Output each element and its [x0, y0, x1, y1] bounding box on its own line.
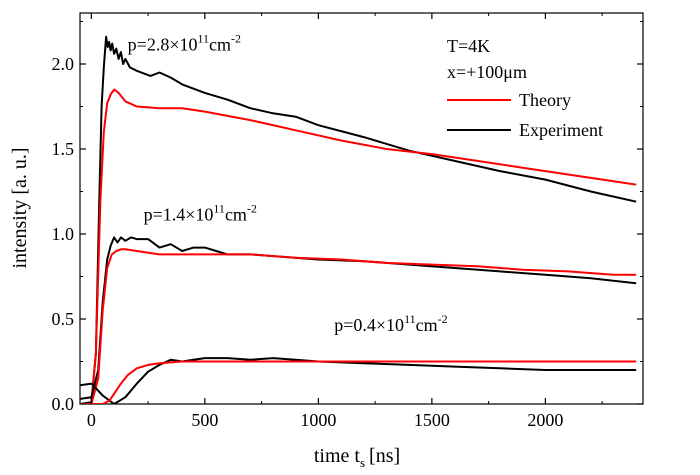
density-annotation: p=1.4×1011cm-2	[144, 201, 257, 224]
series-line-experiment-28	[80, 35, 637, 404]
series-line-theory-14	[80, 248, 637, 404]
legend: T=4K x=+100μm Theory Experiment	[447, 36, 603, 140]
y-axis-title: intensity [a. u.]	[9, 147, 31, 268]
legend-header: T=4K	[447, 36, 490, 56]
x-axis-title-main: time t	[314, 445, 361, 467]
series-line-experiment-04	[80, 357, 637, 404]
x-tick-label: 1500	[414, 410, 450, 430]
series-line-theory-28	[80, 88, 637, 404]
y-tick-label: 0.0	[52, 394, 75, 414]
x-axis-title: time ts [ns]	[314, 445, 400, 470]
ticks-layer: 0 500 1000 1500 2000 0.0 0.5 1.0 1.5 2.0	[52, 13, 643, 430]
plot-frame	[79, 12, 644, 405]
y-tick-label: 1.0	[52, 224, 75, 244]
y-tick-label: 0.5	[52, 309, 75, 329]
series-layer	[80, 35, 637, 404]
legend-label-theory: Theory	[519, 90, 571, 110]
series-line-theory-04	[80, 360, 637, 404]
y-tick-label: 1.5	[52, 139, 75, 159]
series-line-experiment-14	[80, 236, 637, 400]
density-annotation: p=2.8×1011cm-2	[128, 31, 241, 54]
density-annotation: p=0.4×1011cm-2	[334, 312, 447, 335]
x-axis-title-subscript: s	[360, 455, 365, 470]
legend-label-experiment: Experiment	[519, 120, 603, 140]
y-tick-label: 2.0	[52, 54, 75, 74]
x-tick-label: 0	[87, 410, 96, 430]
legend-header: x=+100μm	[447, 62, 527, 82]
x-tick-label: 500	[191, 410, 218, 430]
x-tick-label: 2000	[527, 410, 563, 430]
x-axis-title-unit: [ns]	[369, 445, 400, 467]
annotations-layer: p=2.8×1011cm-2 p=1.4×1011cm-2 p=0.4×1011cm…	[128, 31, 448, 335]
x-tick-label: 1000	[300, 410, 336, 430]
